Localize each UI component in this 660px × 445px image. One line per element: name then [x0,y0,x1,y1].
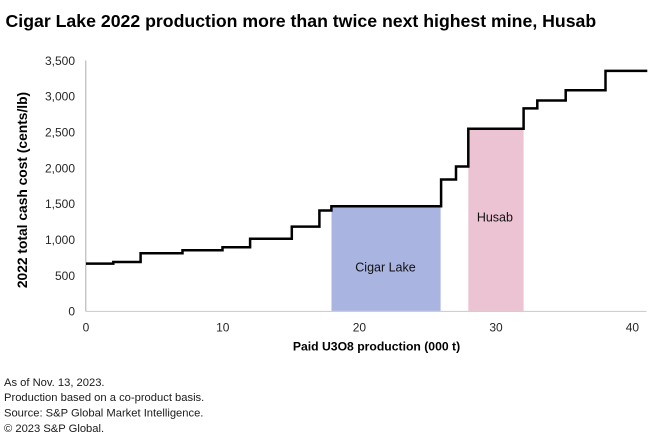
svg-text:500: 500 [55,269,75,283]
svg-text:© 2023 S&P Global.: © 2023 S&P Global. [4,423,104,435]
svg-text:10: 10 [216,321,230,335]
svg-text:30: 30 [489,321,503,335]
svg-text:3,000: 3,000 [45,90,75,104]
svg-text:As of Nov. 13, 2023.: As of Nov. 13, 2023. [4,377,105,389]
svg-text:Cigar Lake 2022 production mor: Cigar Lake 2022 production more than twi… [6,11,597,31]
svg-text:Husab: Husab [477,211,513,225]
svg-text:40: 40 [626,321,640,335]
svg-text:1,500: 1,500 [45,197,75,211]
svg-text:Cigar Lake: Cigar Lake [355,260,415,274]
svg-text:Source: S&P Global Market Inte: Source: S&P Global Market Intelligence. [4,408,203,420]
svg-text:20: 20 [353,321,367,335]
svg-text:2,000: 2,000 [45,161,75,175]
svg-text:3,500: 3,500 [45,54,75,68]
svg-text:2022 total cash cost (cents/lb: 2022 total cash cost (cents/lb) [15,92,30,288]
svg-text:0: 0 [83,321,90,335]
svg-text:Paid U3O8 production (000 t): Paid U3O8 production (000 t) [293,339,460,353]
svg-text:2,500: 2,500 [45,126,75,140]
svg-text:Production based on a co-produ: Production based on a co-product basis. [4,392,204,404]
svg-text:1,000: 1,000 [45,233,75,247]
svg-text:0: 0 [68,305,75,319]
